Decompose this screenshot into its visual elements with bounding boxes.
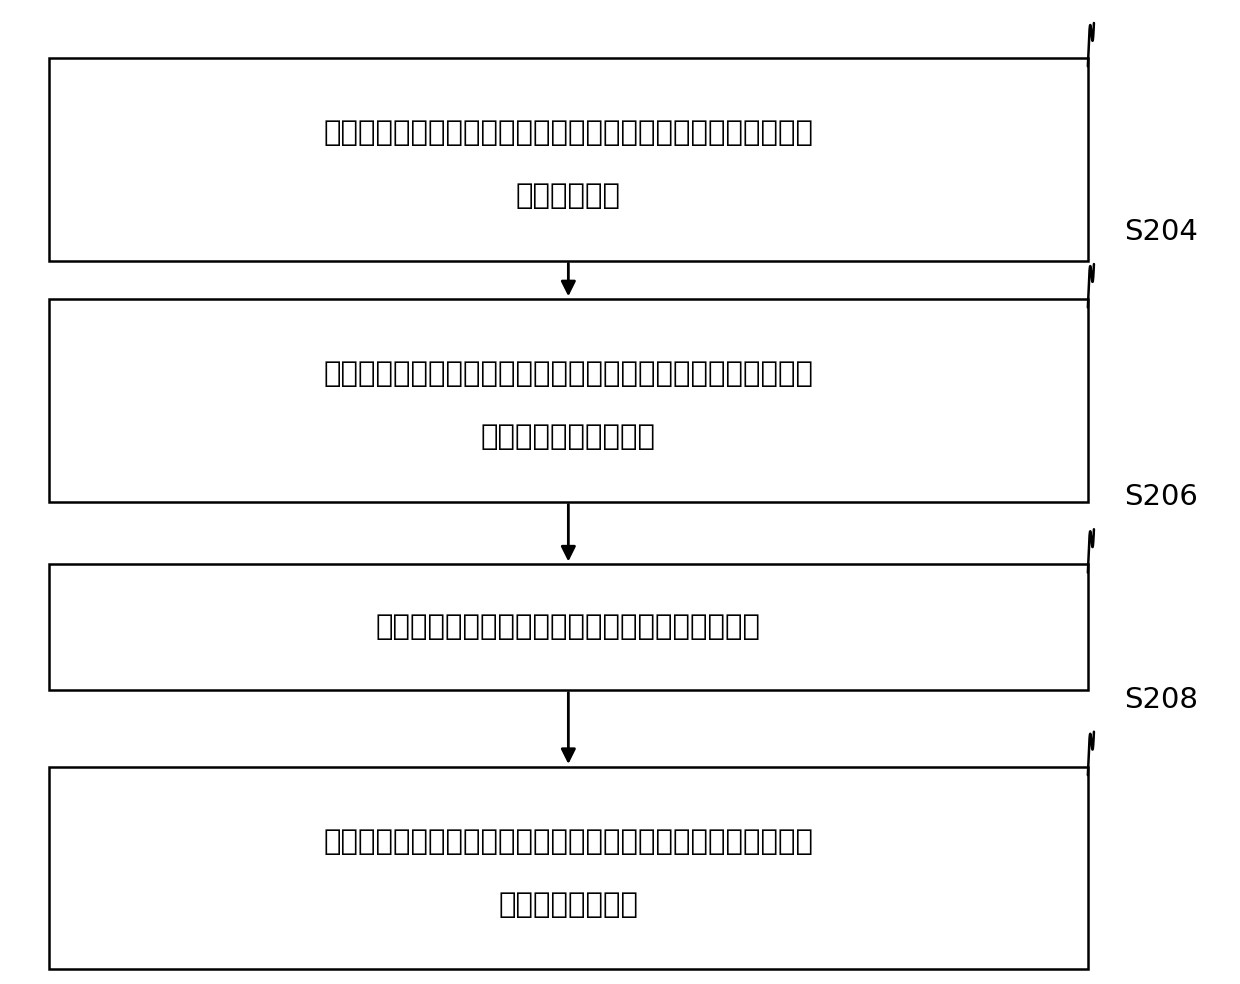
Text: 区域对应模型边界条件: 区域对应模型边界条件 xyxy=(481,423,656,451)
Text: 根据模拟参数与模型边界条件，建立径流模拟模型: 根据模拟参数与模型边界条件，建立径流模拟模型 xyxy=(376,613,761,641)
Bar xyxy=(48,767,1087,969)
Bar xyxy=(48,299,1087,502)
Text: S204: S204 xyxy=(1125,218,1198,246)
Text: 获取与待模拟流场区域所对应的模拟参数，并查询与待模拟流场: 获取与待模拟流场区域所对应的模拟参数，并查询与待模拟流场 xyxy=(324,360,813,388)
Text: 通过径流模拟模型以及网格区域，得到与待模拟流场区域对应的: 通过径流模拟模型以及网格区域，得到与待模拟流场区域对应的 xyxy=(324,828,813,856)
Text: 应的网格区域: 应的网格区域 xyxy=(516,182,621,210)
Bar xyxy=(48,58,1087,261)
Bar xyxy=(48,564,1087,690)
Text: 目标径流模拟结果: 目标径流模拟结果 xyxy=(498,891,639,918)
Text: S208: S208 xyxy=(1125,686,1198,713)
Text: 接收终端发送的待模拟流场区域，并建立与待模拟流场区域所对: 接收终端发送的待模拟流场区域，并建立与待模拟流场区域所对 xyxy=(324,119,813,147)
Text: S202: S202 xyxy=(1125,0,1198,5)
Text: S206: S206 xyxy=(1125,483,1198,512)
